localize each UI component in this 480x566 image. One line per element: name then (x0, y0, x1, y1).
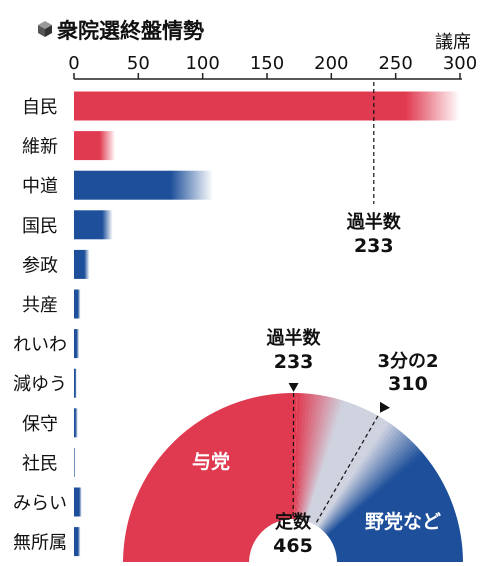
donut-majority-arrow (289, 383, 299, 392)
bar-4 (74, 250, 89, 279)
category-label-5: 共産 (22, 295, 58, 316)
category-label-8: 保守 (22, 414, 58, 435)
bar-11 (74, 527, 80, 556)
bar-3 (74, 210, 113, 239)
category-label-0: 自民 (22, 97, 58, 118)
bar-1 (74, 131, 115, 160)
donut-segment-ruling (123, 393, 297, 562)
category-label-10: みらい (13, 493, 67, 514)
majority-line-label: 過半数 (347, 211, 402, 233)
x-tick-label-150: 150 (250, 53, 284, 74)
category-label-6: れいわ (13, 335, 67, 356)
category-label-1: 維新 (22, 137, 58, 158)
x-tick-label-0: 0 (68, 53, 79, 74)
bar-6 (74, 329, 79, 358)
donut-two-thirds-label: 3分の2 (377, 351, 438, 372)
category-label-2: 中道 (22, 176, 58, 197)
donut-majority-value: 233 (274, 351, 314, 373)
donut-label-opposition: 野党など (365, 510, 441, 533)
donut-majority-label: 過半数 (267, 327, 322, 349)
title-icon (38, 21, 52, 37)
category-label-9: 社民 (22, 453, 58, 474)
donut-label-ruling: 与党 (192, 450, 230, 473)
bar-0 (74, 92, 460, 121)
x-tick-label-250: 250 (378, 53, 412, 74)
x-tick-label-300: 300 (443, 53, 477, 74)
bar-5 (74, 290, 80, 319)
category-label-4: 参政 (22, 255, 58, 276)
bar-8 (74, 408, 78, 437)
x-tick-label-50: 50 (127, 53, 150, 74)
majority-line-value: 233 (354, 235, 394, 257)
x-tick-label-100: 100 (185, 53, 219, 74)
bar-2 (74, 171, 213, 200)
bar-10 (74, 488, 82, 517)
donut-center-label: 定数 (275, 511, 312, 533)
bar-7 (74, 369, 77, 398)
donut-two-thirds-value: 310 (388, 373, 428, 395)
donut-two-thirds-arrow (380, 402, 390, 413)
category-label-3: 国民 (22, 216, 58, 237)
category-label-11: 無所属 (13, 533, 67, 554)
category-label-7: 減ゆう (13, 374, 67, 395)
bar-9 (74, 448, 75, 477)
x-axis-unit-label: 議席 (435, 32, 471, 53)
chart-title: 衆院選終盤情勢 (57, 19, 204, 43)
donut-center-total: 465 (273, 535, 313, 557)
x-tick-label-200: 200 (314, 53, 348, 74)
